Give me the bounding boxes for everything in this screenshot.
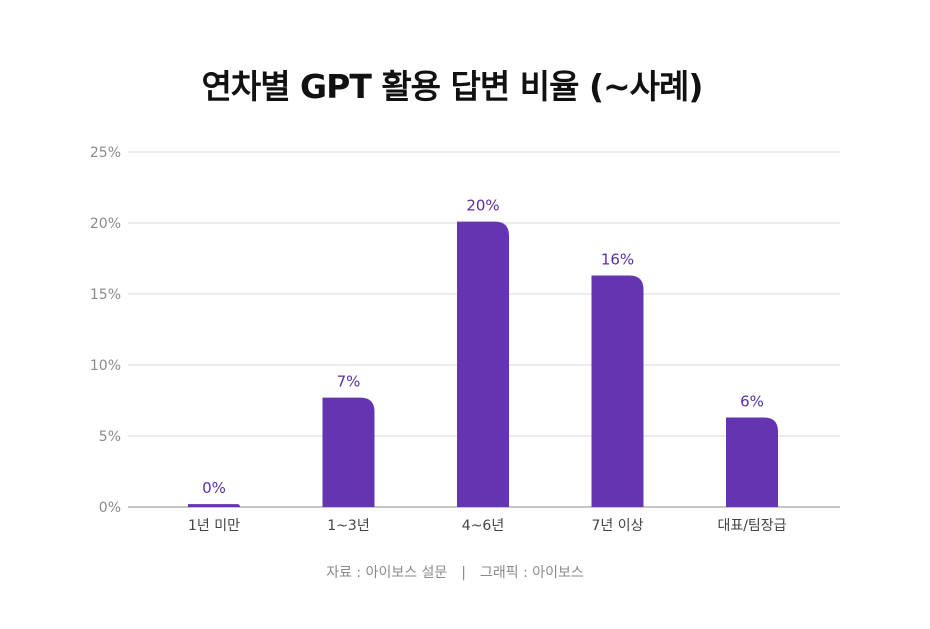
y-tick-label: 5% xyxy=(99,429,121,445)
source-text: 자료 : 아이보스 설문 xyxy=(326,565,448,581)
data-label: 0% xyxy=(202,479,226,497)
bar xyxy=(591,275,644,507)
bars xyxy=(188,221,778,507)
graphic-credit: 그래픽 : 아이보스 xyxy=(480,565,584,581)
x-tick-label: 1~3년 xyxy=(327,518,369,534)
bar xyxy=(322,397,375,507)
bar xyxy=(188,504,240,507)
chart-title: 연차별 GPT 활용 답변 비율 (~사례) xyxy=(201,67,703,106)
data-label: 16% xyxy=(601,251,634,269)
data-label: 20% xyxy=(466,197,499,215)
y-tick-label: 25% xyxy=(90,145,121,161)
x-axis-ticks: 1년 미만 1~3년 4~6년 7년 이상 대표/팀장급 xyxy=(188,518,787,534)
y-tick-label: 15% xyxy=(90,287,121,303)
x-tick-label: 4~6년 xyxy=(462,518,504,534)
source-separator: | xyxy=(461,565,467,581)
x-tick-label: 1년 미만 xyxy=(188,518,240,534)
data-label: 6% xyxy=(740,393,764,411)
y-tick-label: 0% xyxy=(99,500,121,516)
x-tick-label: 대표/팀장급 xyxy=(717,518,786,534)
source-note: 자료 : 아이보스 설문 | 그래픽 : 아이보스 xyxy=(0,562,910,582)
y-tick-label: 10% xyxy=(90,358,121,374)
data-label: 7% xyxy=(337,373,361,391)
bar xyxy=(457,221,509,507)
y-axis-ticks: 0% 5% 10% 15% 20% 25% xyxy=(90,145,121,516)
y-tick-label: 20% xyxy=(90,216,121,232)
data-labels: 0% 7% 20% 16% 6% xyxy=(202,197,764,498)
bar xyxy=(726,417,778,507)
x-tick-label: 7년 이상 xyxy=(592,518,644,534)
